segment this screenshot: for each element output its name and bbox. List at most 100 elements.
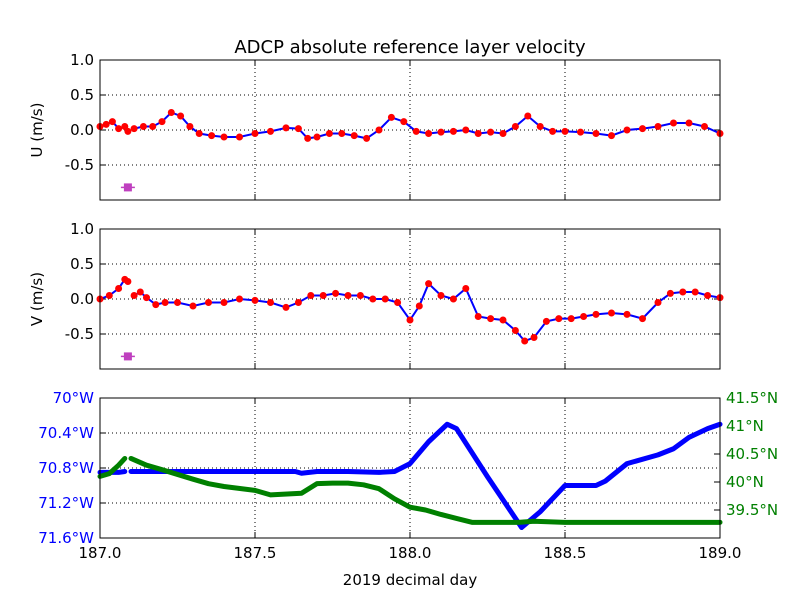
velocity-point	[130, 292, 138, 299]
velocity-point	[608, 309, 615, 317]
reference-marker	[123, 352, 132, 361]
velocity-line	[133, 281, 721, 343]
panel-frame	[99, 228, 721, 370]
velocity-point	[691, 288, 699, 296]
velocity-point	[105, 292, 113, 299]
velocity-point	[530, 334, 538, 341]
velocity-point	[387, 113, 395, 121]
velocity-point	[282, 303, 290, 311]
velocity-point	[294, 125, 302, 133]
latitude-line	[128, 455, 723, 525]
velocity-point	[561, 127, 569, 135]
chart-title: ADCP absolute reference layer velocity	[234, 37, 586, 58]
velocity-point	[139, 123, 147, 130]
velocity-point	[549, 127, 557, 135]
y-tick-label: 0.0	[70, 121, 94, 139]
y-axis-label: U (m/s)	[28, 103, 46, 158]
reference-marker	[123, 183, 132, 192]
u-velocity-panel: 1.0 0.5 0.0 -0.5 U (m/s)	[28, 51, 724, 201]
x-tick-label: 188.0	[389, 544, 432, 562]
velocity-point	[437, 292, 445, 299]
velocity-point	[592, 310, 600, 318]
velocity-point	[511, 123, 519, 130]
panel-frame	[99, 59, 721, 201]
velocity-point	[130, 125, 138, 133]
velocity-point	[220, 299, 228, 306]
velocity-point	[666, 289, 674, 297]
velocity-point	[437, 128, 445, 136]
velocity-point	[462, 285, 470, 292]
velocity-point	[108, 118, 116, 126]
velocity-point	[161, 299, 169, 306]
velocity-point	[121, 123, 129, 130]
velocity-point	[251, 296, 259, 304]
velocity-point	[425, 130, 433, 137]
velocity-point	[567, 315, 575, 323]
velocity-point	[487, 315, 495, 323]
velocity-point	[251, 130, 259, 137]
velocity-point	[375, 126, 383, 134]
velocity-point	[332, 289, 340, 297]
lon-tick-label: 71.2°W	[38, 494, 94, 512]
latitude-line	[97, 455, 128, 479]
y-tick-label: -0.5	[65, 325, 94, 343]
velocity-point	[174, 299, 181, 306]
velocity-point	[115, 285, 123, 292]
panel-frame	[99, 397, 721, 539]
velocity-point	[143, 294, 150, 302]
velocity-point	[623, 310, 631, 318]
velocity-point	[325, 130, 333, 137]
velocity-point	[654, 299, 662, 306]
velocity-point	[338, 130, 346, 137]
velocity-point	[592, 130, 600, 137]
velocity-point	[577, 128, 584, 136]
velocity-point	[654, 123, 662, 130]
velocity-point	[639, 125, 646, 133]
velocity-point	[536, 123, 544, 130]
lon-tick-label: 71.6°W	[38, 529, 94, 547]
velocity-point	[350, 132, 358, 140]
y-tick-label: 1.0	[70, 51, 94, 69]
velocity-point	[205, 299, 212, 306]
velocity-point	[608, 132, 615, 140]
y-tick-label: 0.5	[70, 86, 94, 104]
velocity-point	[400, 118, 408, 126]
velocity-point	[152, 301, 160, 309]
velocity-point	[158, 118, 166, 126]
velocity-point	[474, 313, 482, 320]
y-tick-label: -0.5	[65, 156, 94, 174]
lat-tick-label: 41.5°N	[726, 389, 778, 407]
velocity-point	[462, 126, 470, 134]
velocity-point	[449, 127, 457, 135]
velocity-point	[381, 295, 389, 303]
velocity-point	[267, 299, 274, 306]
longitude-line	[128, 421, 723, 530]
velocity-point	[499, 130, 507, 137]
velocity-point	[304, 134, 312, 142]
velocity-point	[542, 317, 550, 325]
velocity-point	[425, 280, 433, 288]
velocity-point	[186, 123, 194, 130]
velocity-point	[189, 302, 197, 310]
y-axis-label: V (m/s)	[28, 272, 46, 326]
velocity-point	[580, 313, 588, 320]
velocity-point	[124, 127, 132, 135]
velocity-point	[474, 130, 482, 137]
velocity-point	[499, 316, 507, 324]
y-tick-label: 0.5	[70, 255, 94, 273]
velocity-point	[363, 134, 371, 142]
x-tick-label: 189.0	[699, 544, 742, 562]
velocity-point	[487, 128, 495, 136]
velocity-point	[149, 123, 157, 130]
velocity-point	[670, 119, 677, 127]
velocity-point	[267, 127, 274, 135]
velocity-point	[307, 292, 315, 299]
lat-tick-label: 40.5°N	[726, 445, 778, 463]
lat-tick-label: 39.5°N	[726, 501, 778, 519]
position-panel: 70°W 70.4°W 70.8°W 71.2°W 71.6°W 41.5°N 41°N 40…	[38, 389, 778, 562]
velocity-point	[639, 315, 646, 323]
velocity-point	[369, 295, 377, 303]
velocity-point	[220, 133, 228, 141]
velocity-point	[344, 292, 352, 299]
velocity-point	[294, 299, 302, 306]
